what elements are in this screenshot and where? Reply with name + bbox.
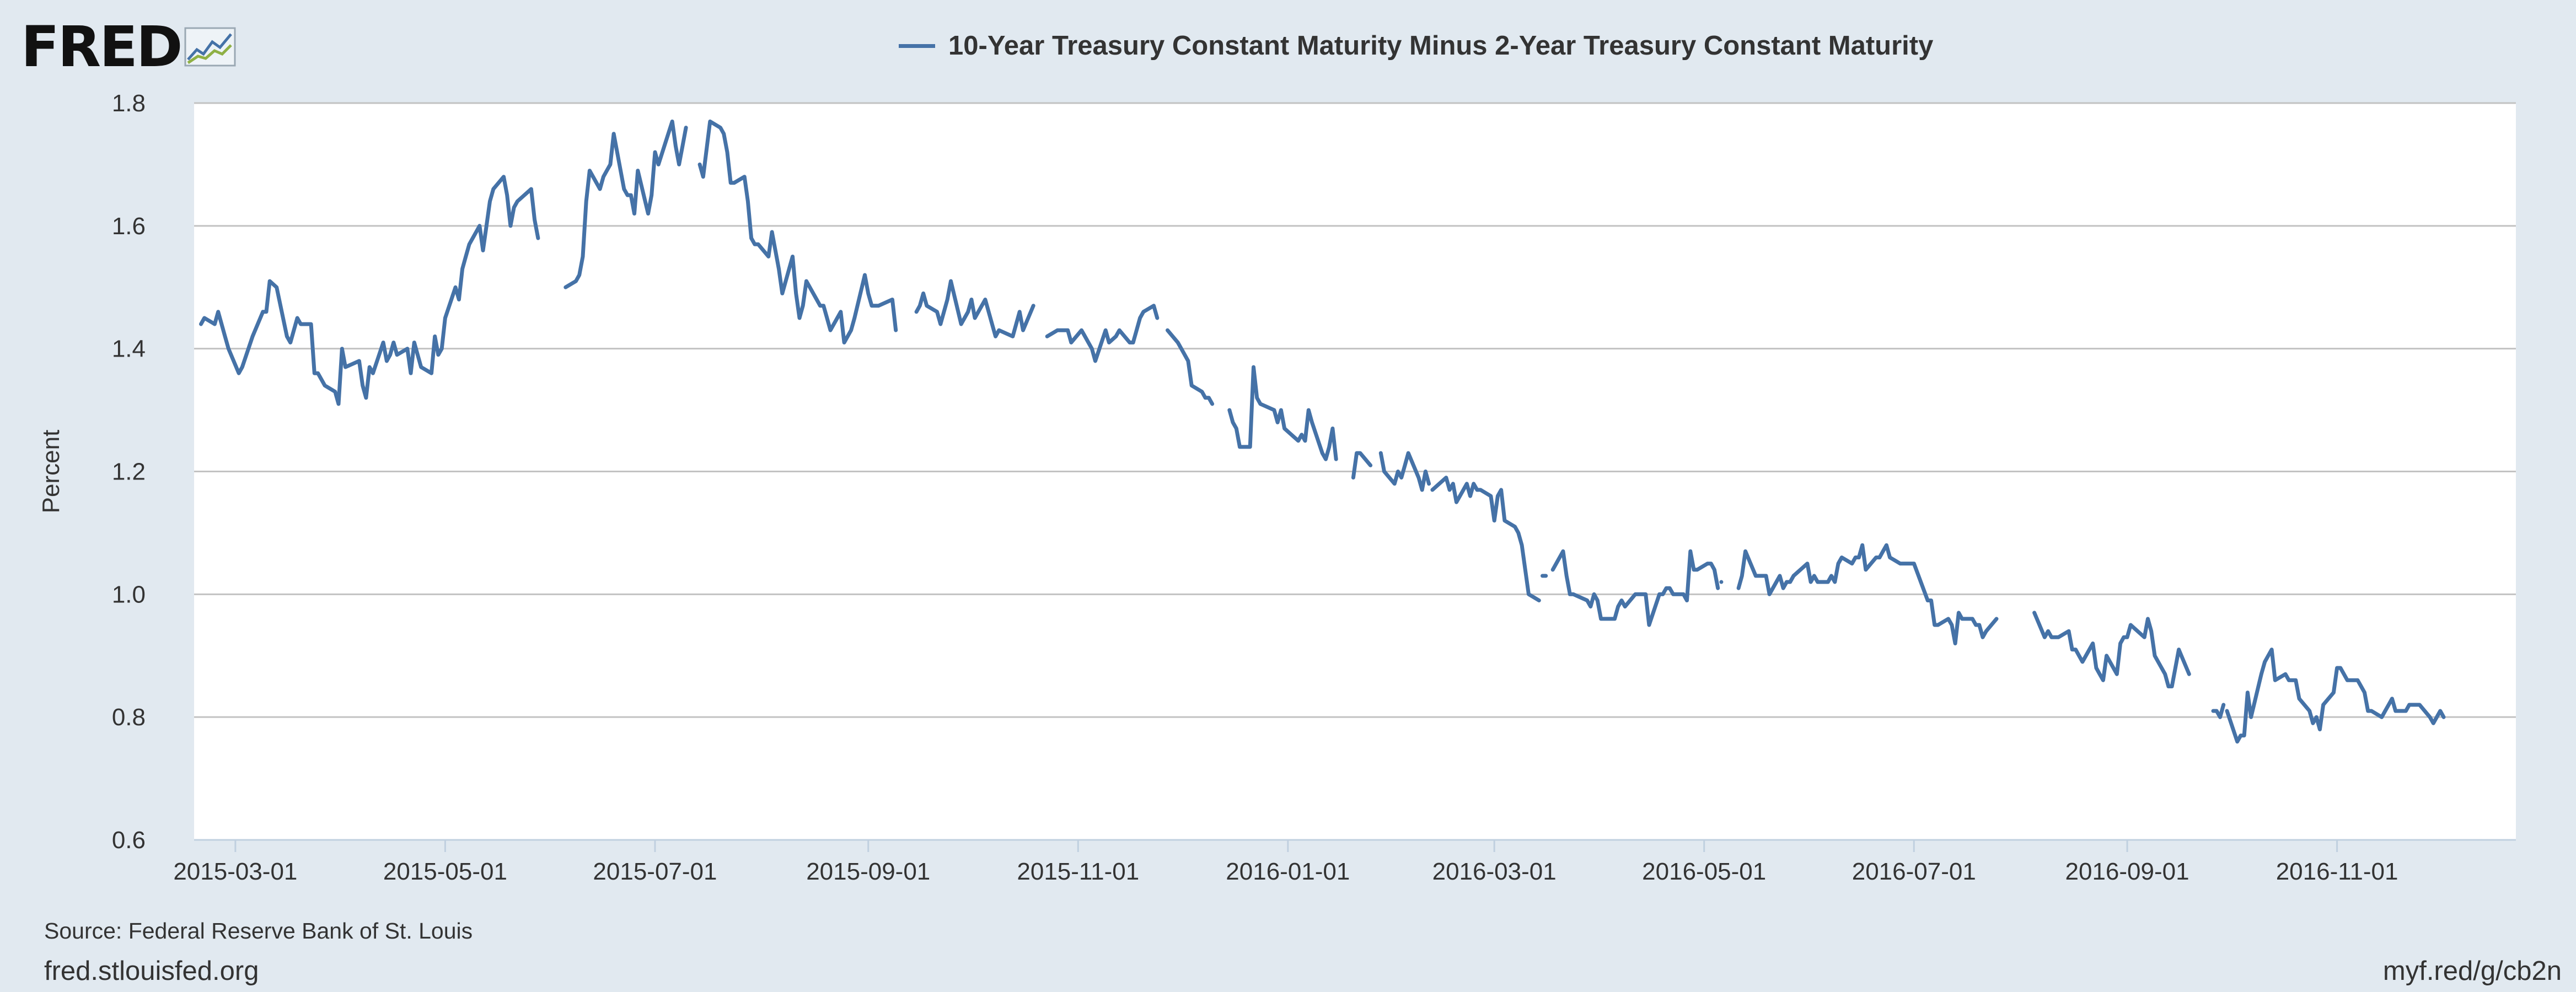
series-line-segment[interactable] bbox=[1166, 328, 1215, 406]
y-tick-label: 1.0 bbox=[112, 581, 146, 608]
series-line-segment[interactable] bbox=[1430, 476, 1541, 602]
series-line-segment[interactable] bbox=[697, 119, 898, 344]
legend-label: 10-Year Treasury Constant Maturity Minus… bbox=[948, 31, 1934, 61]
fred-graph-icon bbox=[184, 27, 236, 67]
series-line-segment[interactable] bbox=[199, 175, 540, 406]
x-tick-label: 2015-11-01 bbox=[1017, 858, 1139, 885]
series-point bbox=[1719, 580, 1724, 584]
y-tick-label: 0.6 bbox=[112, 827, 146, 854]
fred-logo[interactable]: FRED bbox=[21, 14, 237, 80]
series-line-segment[interactable] bbox=[2032, 611, 2191, 688]
x-tick-label: 2016-07-01 bbox=[1852, 858, 1976, 885]
series-line-segment[interactable] bbox=[914, 279, 1035, 338]
y-tick-label: 1.2 bbox=[112, 459, 146, 486]
legend-swatch bbox=[899, 44, 935, 48]
y-tick-label: 1.6 bbox=[112, 213, 146, 240]
chart-legend[interactable]: 10-Year Treasury Constant Maturity Minus… bbox=[899, 26, 1933, 65]
y-axis-label: Percent bbox=[37, 430, 65, 514]
line-chart: 0.6 0.8 1.0 1.2 1.4 1.6 1.8 Percent 2015-03-01 20… bbox=[37, 90, 2516, 885]
x-tick-label: 2015-03-01 bbox=[173, 858, 297, 885]
source-note: Source: Federal Reserve Bank of St. Loui… bbox=[44, 918, 473, 944]
y-tick-label: 1.4 bbox=[112, 336, 146, 363]
short-link[interactable]: myf.red/g/cb2n bbox=[2382, 956, 2562, 986]
x-tick-label: 2015-05-01 bbox=[383, 858, 507, 885]
logo-text: FRED bbox=[21, 14, 183, 80]
y-tick-label: 0.8 bbox=[112, 704, 146, 731]
series-line-segment[interactable] bbox=[564, 119, 688, 289]
series-line-segment[interactable] bbox=[1550, 549, 1720, 627]
series-line-segment[interactable] bbox=[1351, 451, 1373, 480]
x-tick-label: 2016-11-01 bbox=[2276, 858, 2398, 885]
y-tick-label: 1.8 bbox=[112, 90, 146, 117]
x-tick-label: 2015-07-01 bbox=[593, 858, 717, 885]
x-tick-label: 2016-05-01 bbox=[1642, 858, 1766, 885]
series-line-segment[interactable] bbox=[1378, 451, 1431, 492]
series-line-segment[interactable] bbox=[1736, 543, 1999, 645]
series-line-segment[interactable] bbox=[2211, 703, 2226, 719]
x-tick-label: 2016-03-01 bbox=[1432, 858, 1557, 885]
x-tick-label: 2015-09-01 bbox=[806, 858, 930, 885]
series-line-segment[interactable] bbox=[1227, 365, 1338, 461]
series-line-segment[interactable] bbox=[1045, 304, 1160, 363]
site-link[interactable]: fred.stlouisfed.org bbox=[44, 956, 259, 986]
series-line-segment[interactable] bbox=[2225, 648, 2446, 744]
x-tick-label: 2016-01-01 bbox=[1226, 858, 1350, 885]
x-tick-label: 2016-09-01 bbox=[2065, 858, 2189, 885]
